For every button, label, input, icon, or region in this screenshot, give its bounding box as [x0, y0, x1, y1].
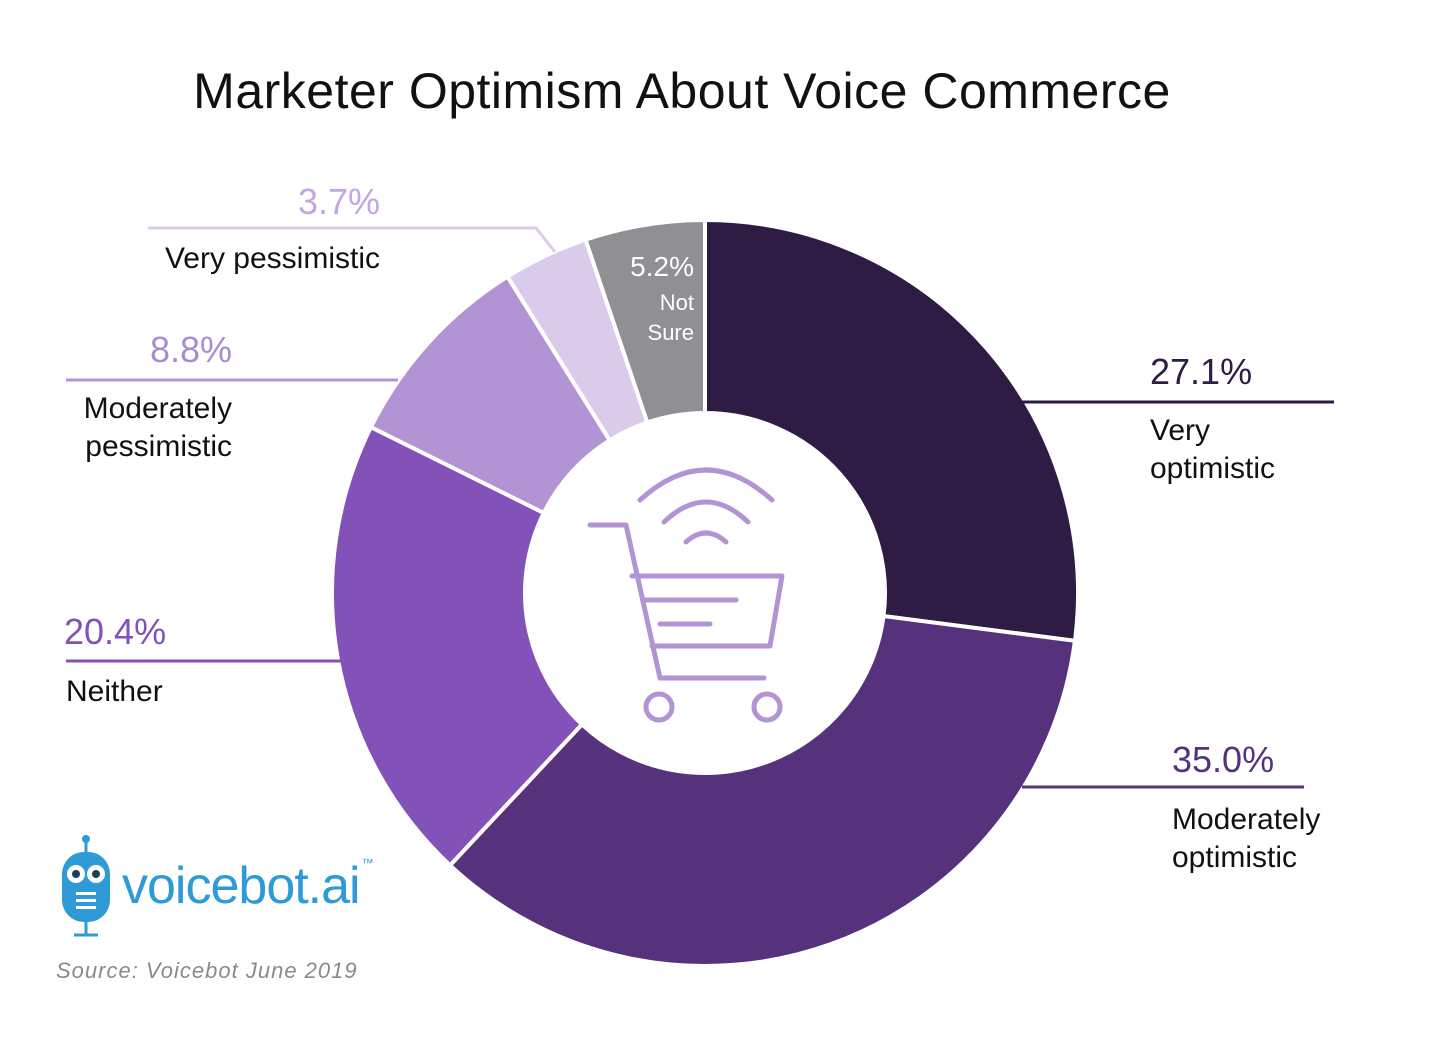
slice-neither	[330, 424, 585, 869]
leader-lines	[66, 226, 1334, 789]
name-label-not-sure-0: Not	[660, 290, 694, 315]
voice-shopping-cart-icon	[587, 467, 785, 723]
name-label-very-optimistic-0: Very	[1150, 414, 1210, 447]
voicebot-logo: voicebot.ai ™	[52, 834, 382, 944]
leader-line-very-pessimistic	[148, 226, 557, 253]
name-label-moderately-pessimistic-1: pessimistic	[85, 430, 232, 463]
value-label-moderately-pessimistic: 8.8%	[150, 329, 232, 370]
slice-not-sure	[582, 217, 707, 426]
slice-moderately-optimistic	[447, 613, 1078, 968]
value-label-neither: 20.4%	[64, 611, 166, 652]
value-label-moderately-optimistic: 35.0%	[1172, 739, 1274, 780]
value-label-not-sure: 5.2%	[630, 251, 694, 282]
name-label-moderately-optimistic-1: optimistic	[1172, 841, 1297, 874]
name-label-not-sure-1: Sure	[648, 320, 694, 345]
donut-slices	[330, 217, 1080, 968]
name-label-moderately-optimistic-0: Moderately	[1172, 803, 1320, 836]
chart-title: Marketer Optimism About Voice Commerce	[193, 63, 1171, 119]
slice-very-optimistic	[703, 217, 1080, 644]
source-note: Source: Voicebot June 2019	[56, 958, 358, 983]
logo-wordmark: voicebot.ai ™	[122, 856, 374, 915]
slice-labels: 27.1% Very optimistic 35.0% Moderately optimi…	[64, 181, 1320, 874]
name-label-very-pessimistic-0: Very pessimistic	[165, 242, 380, 275]
name-label-very-optimistic-1: optimistic	[1150, 452, 1275, 485]
robot-microphone-icon	[62, 835, 110, 937]
name-label-moderately-pessimistic-0: Moderately	[84, 392, 232, 425]
value-label-very-optimistic: 27.1%	[1150, 351, 1252, 392]
value-label-very-pessimistic: 3.7%	[298, 181, 380, 222]
name-label-neither-0: Neither	[66, 675, 163, 708]
